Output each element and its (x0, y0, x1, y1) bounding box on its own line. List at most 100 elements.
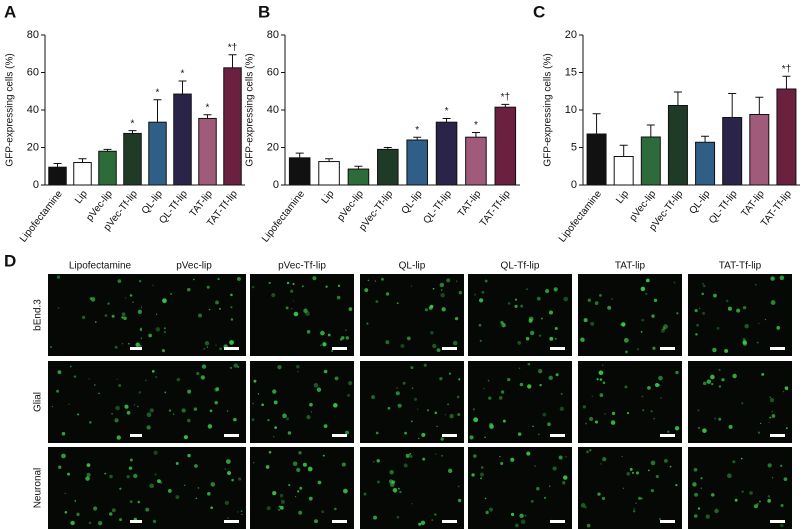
fluorescence-spot (587, 298, 592, 302)
fluorescence-spot (409, 452, 412, 455)
fluorescence-spot (514, 304, 518, 308)
fluorescence-spot (589, 449, 592, 452)
fluorescence-spot (471, 473, 475, 477)
scale-bar (550, 434, 565, 437)
fluorescence-spot (88, 521, 92, 525)
fluorescence-spot (183, 435, 188, 440)
fluorescence-spot (233, 417, 237, 422)
fluorescence-spot (308, 496, 313, 501)
fluorescence-spot (714, 417, 717, 420)
fluorescence-spot (226, 410, 229, 412)
fluorescence-spot (510, 457, 515, 462)
fluorescence-spot (417, 408, 419, 410)
fluorescence-spot (56, 275, 61, 279)
fluorescence-spot (133, 404, 136, 406)
fluorescence-spot (268, 450, 272, 454)
fluorescence-spot (176, 377, 181, 382)
fluorescence-spot (409, 455, 413, 458)
fluorescence-spot (469, 435, 474, 440)
fluorescence-spot (273, 400, 278, 405)
column-label: pVec-Tf-lip (278, 261, 326, 272)
fluorescence-spot (163, 327, 166, 330)
scale-bar (770, 347, 785, 350)
fluorescence-spot (207, 424, 213, 429)
fluorescence-spot (133, 473, 138, 479)
fluorescence-spot (301, 285, 304, 288)
fluorescence-spot (756, 341, 759, 344)
fluorescence-spot (623, 337, 629, 343)
fluorescence-spot (206, 285, 210, 289)
fluorescence-spot (647, 469, 650, 472)
fluorescence-spot (434, 411, 438, 415)
x-tick-label: Lipofectamine (557, 188, 604, 244)
significance-label: * (445, 106, 449, 117)
fluorescence-spot (650, 489, 655, 493)
fluorescence-spot (107, 302, 110, 305)
fluorescence-spot (271, 293, 276, 298)
bar (776, 88, 797, 186)
fluorescence-spot (334, 376, 339, 381)
fluorescence-spot (341, 462, 346, 467)
fluorescence-spot (138, 279, 142, 283)
fluorescence-spot (104, 472, 107, 475)
fluorescence-spot (702, 428, 707, 433)
fluorescence-spot (376, 480, 380, 484)
fluorescence-spot (197, 487, 200, 489)
fluorescence-spot (345, 336, 350, 340)
fluorescence-spot (231, 478, 234, 482)
fluorescence-spot (67, 472, 70, 476)
fluorescence-spot (780, 523, 784, 528)
fluorescence-spot (695, 333, 698, 336)
fluorescence-spot (716, 326, 720, 330)
fluorescence-spot (193, 278, 195, 281)
fluorescence-spot (286, 417, 290, 421)
fluorescence-spot (303, 308, 308, 313)
fluorescence-spot (660, 328, 665, 333)
fluorescence-spot (86, 472, 91, 477)
fluorescence-spot (114, 345, 118, 349)
panel-label: D (4, 251, 16, 270)
fluorescence-spot (424, 308, 428, 312)
fluorescence-spot (293, 311, 299, 317)
fluorescence-spot (598, 370, 604, 376)
fluorescence-spot (454, 316, 459, 321)
fluorescence-spot (238, 477, 242, 481)
micrograph (48, 361, 152, 443)
fluorescence-spot (702, 283, 704, 285)
panel-label: B (258, 2, 270, 21)
fluorescence-spot (545, 289, 550, 294)
fluorescence-spot (741, 402, 744, 405)
fluorescence-spot (694, 309, 698, 313)
fluorescence-spot (549, 336, 554, 341)
fluorescence-spot (759, 500, 761, 503)
fluorescence-spot (430, 331, 434, 335)
fluorescence-spot (779, 275, 785, 281)
bar (640, 136, 661, 186)
fluorescence-spot (215, 300, 219, 305)
fluorescence-spot (230, 306, 233, 309)
fluorescence-spot (172, 413, 175, 416)
fluorescence-spot (563, 296, 569, 302)
micrograph (578, 447, 682, 529)
fluorescence-spot (146, 412, 152, 418)
fluorescence-spot (700, 477, 703, 480)
fluorescence-spot (519, 513, 524, 519)
fluorescence-spot (584, 506, 587, 509)
fluorescence-spot (224, 500, 230, 505)
error-bar (128, 130, 137, 134)
fluorescence-spot (488, 396, 492, 400)
fluorescence-spot (697, 426, 701, 430)
fluorescence-spot (702, 311, 706, 315)
fluorescence-spot (732, 460, 736, 464)
fluorescence-spot (749, 491, 753, 495)
fluorescence-spot (583, 318, 588, 323)
significance-label: * (181, 69, 185, 80)
fluorescence-spot (327, 333, 331, 337)
fluorescence-spot (529, 330, 535, 336)
fluorescence-spot (116, 435, 121, 440)
fluorescence-spot (457, 498, 462, 503)
fluorescence-spot (580, 503, 586, 508)
fluorescence-spot (195, 497, 198, 500)
fluorescence-spot (601, 496, 606, 501)
scale-bar (660, 347, 675, 350)
